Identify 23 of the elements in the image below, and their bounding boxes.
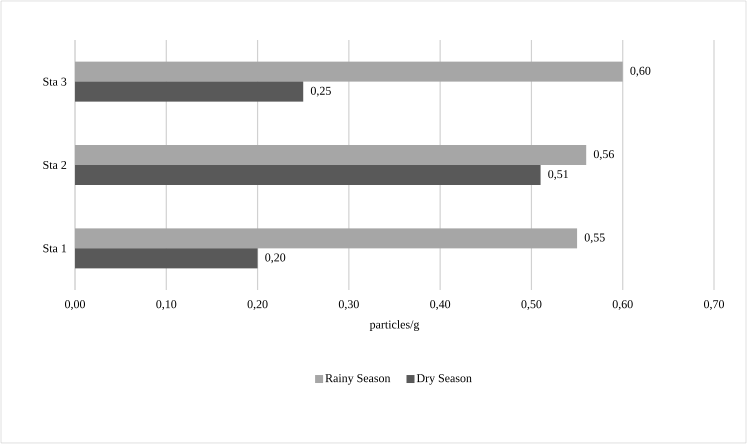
data-label: 0,20	[265, 253, 286, 264]
x-tick-label: 0,50	[521, 300, 542, 310]
x-tick-label: 0,10	[156, 300, 176, 310]
data-label: 0,60	[630, 66, 650, 77]
x-tick-label: 0,70	[704, 300, 724, 310]
bar	[75, 82, 304, 102]
x-tick-label: 0,40	[430, 300, 450, 310]
data-label: 0,56	[594, 150, 614, 160]
bar	[75, 248, 258, 268]
legend-label: Rainy Season	[325, 374, 390, 385]
y-tick-label: Sta 2	[43, 160, 66, 169]
x-axis-title: particles/g	[370, 320, 420, 331]
y-tick-label: Sta 3	[43, 78, 66, 86]
bar	[75, 164, 541, 185]
x-tick-label: 0,60	[612, 300, 633, 310]
data-label: 0,55	[584, 233, 605, 244]
data-label: 0,25	[310, 86, 331, 97]
x-tick-label: 0,30	[338, 300, 359, 310]
x-tick-label: 0,20	[248, 300, 268, 310]
y-tick-label: Sta 1	[43, 244, 66, 252]
legend-label: Dry Season	[416, 374, 472, 385]
x-tick-label: 0,00	[65, 300, 86, 310]
data-label: 0,51	[548, 170, 568, 180]
